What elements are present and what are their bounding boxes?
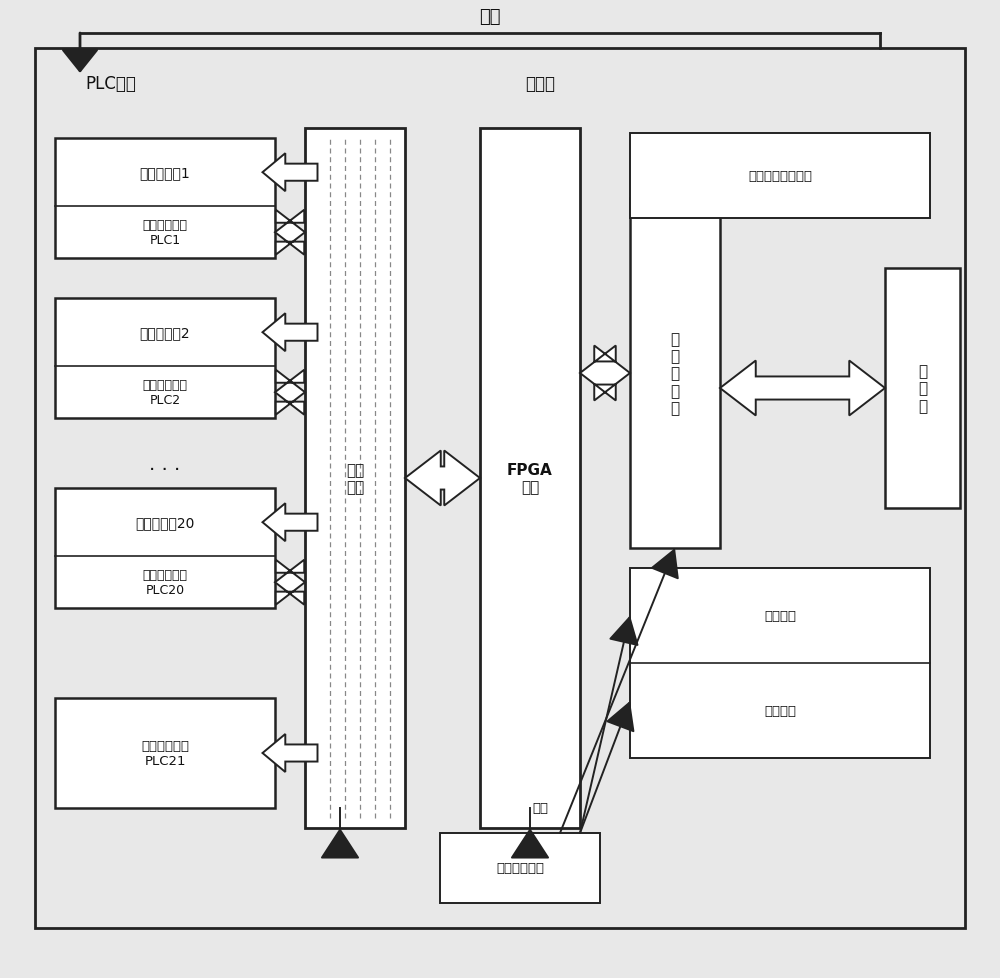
Bar [885,269,960,509]
Bar [295,64,965,918]
Text: 供电: 供电 [479,8,501,26]
Bar [35,49,965,928]
Bar [55,139,275,259]
Text: 供电: 供电 [532,802,548,815]
Bar [55,298,275,419]
Text: 客户端子单元
PLC1: 客户端子单元 PLC1 [143,219,188,247]
Polygon shape [263,314,318,352]
Text: 复位电路: 复位电路 [764,704,796,717]
Text: 驱动
电路: 驱动 电路 [346,463,364,495]
Bar [305,129,405,828]
Text: 时钟电路: 时钟电路 [764,609,796,622]
Text: 工作显示灯1: 工作显示灯1 [140,166,190,180]
Bar [440,833,600,903]
Bar [480,129,580,828]
Text: 客户端子单元
PLC2: 客户端子单元 PLC2 [143,378,188,407]
Polygon shape [263,504,318,542]
Bar [630,134,930,219]
Text: 工作显示灯2: 工作显示灯2 [140,326,190,339]
Polygon shape [405,451,480,506]
Bar [45,64,295,918]
Text: 服务器子单元
PLC21: 服务器子单元 PLC21 [141,739,189,767]
Text: 资源板: 资源板 [525,75,555,93]
Polygon shape [263,155,318,192]
Text: 直流电源电路: 直流电源电路 [496,862,544,874]
Bar [55,488,275,608]
Text: FPGA
电路: FPGA 电路 [507,463,553,495]
Text: 客户端子单元
PLC20: 客户端子单元 PLC20 [143,568,188,597]
Polygon shape [275,560,305,605]
Polygon shape [275,371,305,416]
Text: 以
太
网
模
块: 以 太 网 模 块 [670,332,680,416]
Text: 上
位
机: 上 位 机 [918,364,927,414]
Text: . . .: . . . [149,454,181,473]
Polygon shape [275,210,305,255]
Bar [55,698,275,808]
Polygon shape [580,346,630,401]
Text: 交流总线模拟电路: 交流总线模拟电路 [748,170,812,183]
Text: PLC模块: PLC模块 [85,75,136,93]
Bar [630,568,930,758]
Polygon shape [720,361,885,416]
Polygon shape [263,734,318,773]
Bar [630,199,720,549]
Text: 工作显示灯20: 工作显示灯20 [135,515,195,530]
